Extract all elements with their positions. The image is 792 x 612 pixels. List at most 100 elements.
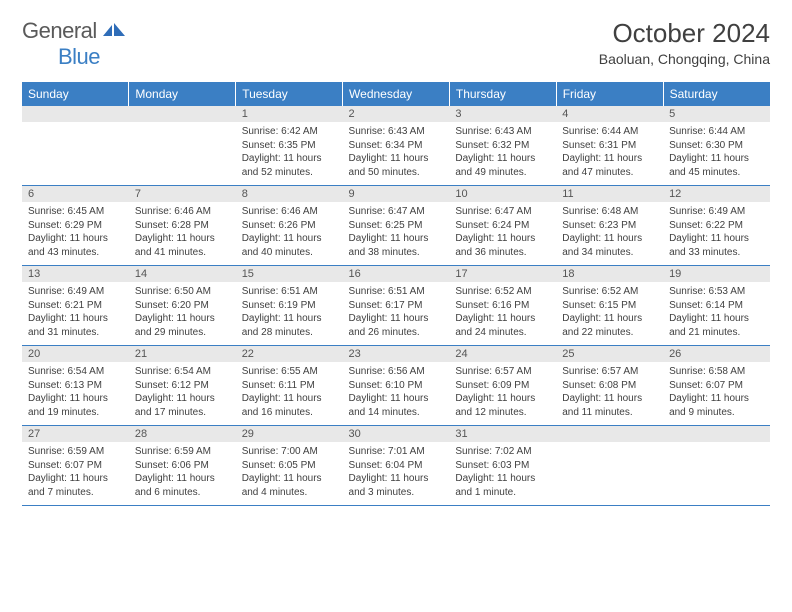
day-number-empty — [663, 426, 770, 442]
weekday-header: Monday — [129, 82, 236, 106]
calendar-day-cell: 5Sunrise: 6:44 AMSunset: 6:30 PMDaylight… — [663, 106, 770, 186]
day-number: 11 — [556, 186, 663, 202]
calendar-week-row: 6Sunrise: 6:45 AMSunset: 6:29 PMDaylight… — [22, 186, 770, 266]
weekday-header: Saturday — [663, 82, 770, 106]
calendar-day-cell: 7Sunrise: 6:46 AMSunset: 6:28 PMDaylight… — [129, 186, 236, 266]
weekday-header: Sunday — [22, 82, 129, 106]
calendar-day-cell: 19Sunrise: 6:53 AMSunset: 6:14 PMDayligh… — [663, 266, 770, 346]
day-data: Sunrise: 6:46 AMSunset: 6:26 PMDaylight:… — [236, 202, 343, 265]
title-block: October 2024 Baoluan, Chongqing, China — [599, 18, 770, 67]
calendar-day-cell: 31Sunrise: 7:02 AMSunset: 6:03 PMDayligh… — [449, 426, 556, 506]
day-number: 27 — [22, 426, 129, 442]
day-number: 19 — [663, 266, 770, 282]
calendar-day-cell: 20Sunrise: 6:54 AMSunset: 6:13 PMDayligh… — [22, 346, 129, 426]
day-data: Sunrise: 6:45 AMSunset: 6:29 PMDaylight:… — [22, 202, 129, 265]
day-number: 14 — [129, 266, 236, 282]
day-data: Sunrise: 7:01 AMSunset: 6:04 PMDaylight:… — [343, 442, 450, 505]
day-number: 1 — [236, 106, 343, 122]
calendar-day-cell: 29Sunrise: 7:00 AMSunset: 6:05 PMDayligh… — [236, 426, 343, 506]
calendar-header-row: SundayMondayTuesdayWednesdayThursdayFrid… — [22, 82, 770, 106]
day-number: 20 — [22, 346, 129, 362]
calendar-day-cell: 9Sunrise: 6:47 AMSunset: 6:25 PMDaylight… — [343, 186, 450, 266]
month-title: October 2024 — [599, 18, 770, 49]
day-data: Sunrise: 6:44 AMSunset: 6:31 PMDaylight:… — [556, 122, 663, 185]
day-data: Sunrise: 6:51 AMSunset: 6:19 PMDaylight:… — [236, 282, 343, 345]
day-data: Sunrise: 6:49 AMSunset: 6:21 PMDaylight:… — [22, 282, 129, 345]
day-number: 22 — [236, 346, 343, 362]
calendar-table: SundayMondayTuesdayWednesdayThursdayFrid… — [22, 82, 770, 506]
logo: GeneralBlue — [22, 18, 127, 70]
day-data: Sunrise: 6:57 AMSunset: 6:09 PMDaylight:… — [449, 362, 556, 425]
weekday-header: Thursday — [449, 82, 556, 106]
day-data: Sunrise: 6:54 AMSunset: 6:13 PMDaylight:… — [22, 362, 129, 425]
logo-sail-icon — [101, 18, 127, 44]
calendar-day-cell: 26Sunrise: 6:58 AMSunset: 6:07 PMDayligh… — [663, 346, 770, 426]
day-data: Sunrise: 6:47 AMSunset: 6:24 PMDaylight:… — [449, 202, 556, 265]
day-data: Sunrise: 6:46 AMSunset: 6:28 PMDaylight:… — [129, 202, 236, 265]
day-data: Sunrise: 6:52 AMSunset: 6:16 PMDaylight:… — [449, 282, 556, 345]
calendar-day-cell: 27Sunrise: 6:59 AMSunset: 6:07 PMDayligh… — [22, 426, 129, 506]
day-number-empty — [556, 426, 663, 442]
calendar-week-row: 1Sunrise: 6:42 AMSunset: 6:35 PMDaylight… — [22, 106, 770, 186]
day-number-empty — [129, 106, 236, 122]
day-number: 5 — [663, 106, 770, 122]
day-number: 10 — [449, 186, 556, 202]
header: GeneralBlue October 2024 Baoluan, Chongq… — [22, 18, 770, 70]
day-data: Sunrise: 6:44 AMSunset: 6:30 PMDaylight:… — [663, 122, 770, 185]
day-data: Sunrise: 6:52 AMSunset: 6:15 PMDaylight:… — [556, 282, 663, 345]
logo-word2: Blue — [58, 44, 100, 69]
day-data: Sunrise: 6:59 AMSunset: 6:06 PMDaylight:… — [129, 442, 236, 505]
day-data: Sunrise: 6:50 AMSunset: 6:20 PMDaylight:… — [129, 282, 236, 345]
day-data: Sunrise: 6:54 AMSunset: 6:12 PMDaylight:… — [129, 362, 236, 425]
calendar-week-row: 27Sunrise: 6:59 AMSunset: 6:07 PMDayligh… — [22, 426, 770, 506]
calendar-day-cell — [663, 426, 770, 506]
day-number: 18 — [556, 266, 663, 282]
calendar-day-cell — [22, 106, 129, 186]
day-number: 16 — [343, 266, 450, 282]
calendar-week-row: 20Sunrise: 6:54 AMSunset: 6:13 PMDayligh… — [22, 346, 770, 426]
day-number: 4 — [556, 106, 663, 122]
calendar-day-cell: 4Sunrise: 6:44 AMSunset: 6:31 PMDaylight… — [556, 106, 663, 186]
calendar-week-row: 13Sunrise: 6:49 AMSunset: 6:21 PMDayligh… — [22, 266, 770, 346]
calendar-day-cell: 21Sunrise: 6:54 AMSunset: 6:12 PMDayligh… — [129, 346, 236, 426]
day-number: 31 — [449, 426, 556, 442]
day-data: Sunrise: 6:51 AMSunset: 6:17 PMDaylight:… — [343, 282, 450, 345]
day-data: Sunrise: 6:48 AMSunset: 6:23 PMDaylight:… — [556, 202, 663, 265]
calendar-day-cell: 12Sunrise: 6:49 AMSunset: 6:22 PMDayligh… — [663, 186, 770, 266]
weekday-header: Wednesday — [343, 82, 450, 106]
day-data: Sunrise: 6:42 AMSunset: 6:35 PMDaylight:… — [236, 122, 343, 185]
day-data-empty — [129, 122, 236, 180]
day-number: 29 — [236, 426, 343, 442]
calendar-day-cell — [556, 426, 663, 506]
logo-word1: General — [22, 18, 97, 43]
day-number: 28 — [129, 426, 236, 442]
day-data: Sunrise: 6:57 AMSunset: 6:08 PMDaylight:… — [556, 362, 663, 425]
calendar-day-cell: 1Sunrise: 6:42 AMSunset: 6:35 PMDaylight… — [236, 106, 343, 186]
calendar-day-cell: 6Sunrise: 6:45 AMSunset: 6:29 PMDaylight… — [22, 186, 129, 266]
day-data: Sunrise: 6:59 AMSunset: 6:07 PMDaylight:… — [22, 442, 129, 505]
calendar-day-cell: 24Sunrise: 6:57 AMSunset: 6:09 PMDayligh… — [449, 346, 556, 426]
calendar-day-cell: 8Sunrise: 6:46 AMSunset: 6:26 PMDaylight… — [236, 186, 343, 266]
day-number: 23 — [343, 346, 450, 362]
weekday-header: Tuesday — [236, 82, 343, 106]
calendar-day-cell: 10Sunrise: 6:47 AMSunset: 6:24 PMDayligh… — [449, 186, 556, 266]
day-data-empty — [663, 442, 770, 500]
calendar-day-cell: 18Sunrise: 6:52 AMSunset: 6:15 PMDayligh… — [556, 266, 663, 346]
day-number: 25 — [556, 346, 663, 362]
calendar-day-cell: 3Sunrise: 6:43 AMSunset: 6:32 PMDaylight… — [449, 106, 556, 186]
day-data: Sunrise: 6:47 AMSunset: 6:25 PMDaylight:… — [343, 202, 450, 265]
day-data: Sunrise: 6:53 AMSunset: 6:14 PMDaylight:… — [663, 282, 770, 345]
day-data-empty — [22, 122, 129, 180]
day-number: 30 — [343, 426, 450, 442]
day-data: Sunrise: 6:49 AMSunset: 6:22 PMDaylight:… — [663, 202, 770, 265]
day-number: 12 — [663, 186, 770, 202]
calendar-day-cell: 28Sunrise: 6:59 AMSunset: 6:06 PMDayligh… — [129, 426, 236, 506]
calendar-day-cell: 13Sunrise: 6:49 AMSunset: 6:21 PMDayligh… — [22, 266, 129, 346]
day-number: 24 — [449, 346, 556, 362]
calendar-day-cell: 25Sunrise: 6:57 AMSunset: 6:08 PMDayligh… — [556, 346, 663, 426]
day-data: Sunrise: 6:55 AMSunset: 6:11 PMDaylight:… — [236, 362, 343, 425]
calendar-day-cell: 15Sunrise: 6:51 AMSunset: 6:19 PMDayligh… — [236, 266, 343, 346]
day-data: Sunrise: 6:56 AMSunset: 6:10 PMDaylight:… — [343, 362, 450, 425]
day-number: 13 — [22, 266, 129, 282]
day-data: Sunrise: 7:02 AMSunset: 6:03 PMDaylight:… — [449, 442, 556, 505]
